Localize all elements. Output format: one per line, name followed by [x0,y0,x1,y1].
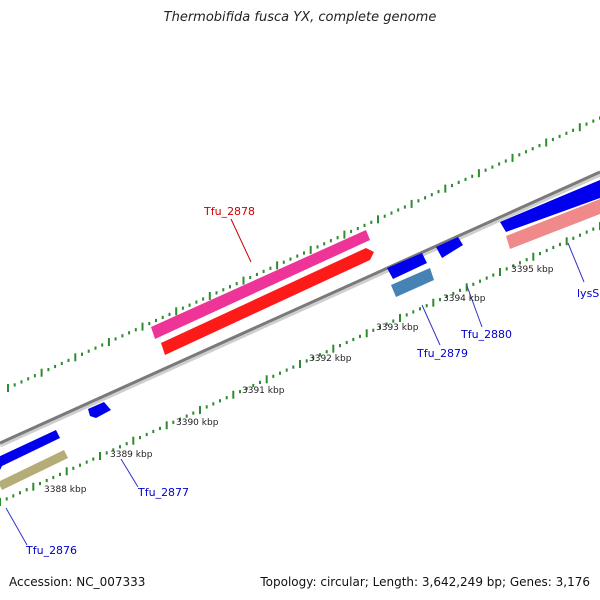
inner-tick-track [0,222,600,506]
tick-label: 3392 kbp [309,354,352,364]
genome-backbone [0,170,600,445]
gene-feature-tfu2880[interactable] [436,237,463,258]
leader-tfu2877 [120,458,139,488]
tick-label: 3391 kbp [242,386,285,396]
label-tfu2879[interactable]: Tfu_2879 [416,347,468,360]
rna-feature-salmon[interactable] [506,199,600,249]
leader-tfu2876 [5,507,28,546]
tick-label: 3390 kbp [176,418,219,428]
leader-tfu2878 [230,218,252,263]
gene-feature-lyss[interactable] [500,180,600,232]
leader-tfu2879 [421,304,441,346]
label-tfu2880[interactable]: Tfu_2880 [460,328,512,341]
gene-feature-small[interactable] [88,402,111,418]
tick-labels: 3388 kbp 3389 kbp 3390 kbp 3391 kbp 3392… [44,265,554,495]
outer-tick-track [7,116,600,392]
feature-layer [0,180,600,490]
label-lyss[interactable]: lysS [577,287,599,300]
gene-feature-tfu2876[interactable] [0,430,60,470]
gene-labels: Tfu_2876 Tfu_2877 Tfu_2878 Tfu_2879 Tfu_… [25,205,599,557]
label-tfu2877[interactable]: Tfu_2877 [137,486,189,499]
leader-lines [5,218,585,546]
tick-label: 3394 kbp [443,294,486,304]
topology-text: Topology: circular; Length: 3,642,249 bp… [260,575,590,589]
map-title: Thermobifida fusca YX, complete genome [163,10,437,25]
accession-text: Accession: NC_007333 [9,575,146,589]
tick-label: 3393 kbp [376,323,419,333]
tick-label: 3388 kbp [44,485,87,495]
gene-feature-tfu2878[interactable] [161,248,374,355]
tick-label: 3395 kbp [511,265,554,275]
label-tfu2876[interactable]: Tfu_2876 [25,544,77,557]
backbone-shadow [0,171,600,448]
tick-label: 3389 kbp [110,450,153,460]
gene-feature-tfu2879-upper[interactable] [387,253,427,279]
label-tfu2878[interactable]: Tfu_2878 [203,205,255,218]
gene-feature-tfu2878-upper[interactable] [151,230,370,339]
gene-feature-tfu2879[interactable] [391,268,434,297]
leader-tfu2880 [466,285,483,328]
rna-feature-olive[interactable] [0,450,68,490]
leader-lyss [567,242,585,283]
